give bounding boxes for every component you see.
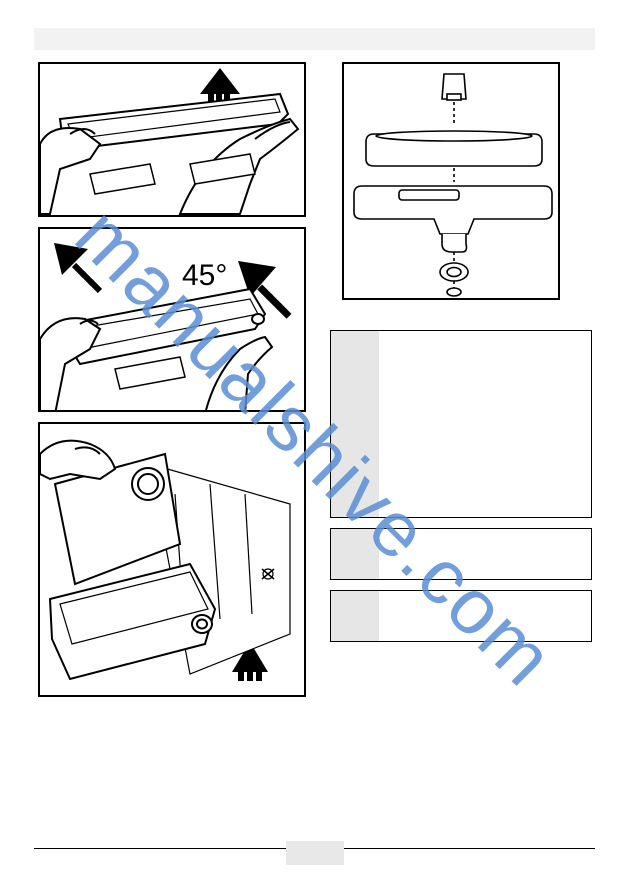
text-panel-sidebar xyxy=(331,591,379,641)
angle-label: 45° xyxy=(182,259,227,293)
right-column xyxy=(330,62,592,652)
header-bar xyxy=(34,28,595,50)
figure-exploded-tank xyxy=(342,62,560,300)
text-panel-2 xyxy=(330,528,592,580)
illustration-lift-tray xyxy=(40,64,306,217)
figure-drain-tray xyxy=(38,422,306,697)
illustration-exploded-tank xyxy=(344,64,560,300)
illustration-angle-insert xyxy=(40,229,306,412)
text-panel-sidebar xyxy=(331,529,379,579)
illustration-drain-tray xyxy=(40,424,306,697)
figure-angle-insert: 45° xyxy=(38,227,306,412)
figure-lift-tray xyxy=(38,62,306,217)
text-panel-1 xyxy=(330,330,592,518)
text-panel-sidebar xyxy=(331,331,379,517)
text-panel-3 xyxy=(330,590,592,642)
page-number-tab xyxy=(286,841,344,865)
left-column: 45° xyxy=(38,62,306,697)
